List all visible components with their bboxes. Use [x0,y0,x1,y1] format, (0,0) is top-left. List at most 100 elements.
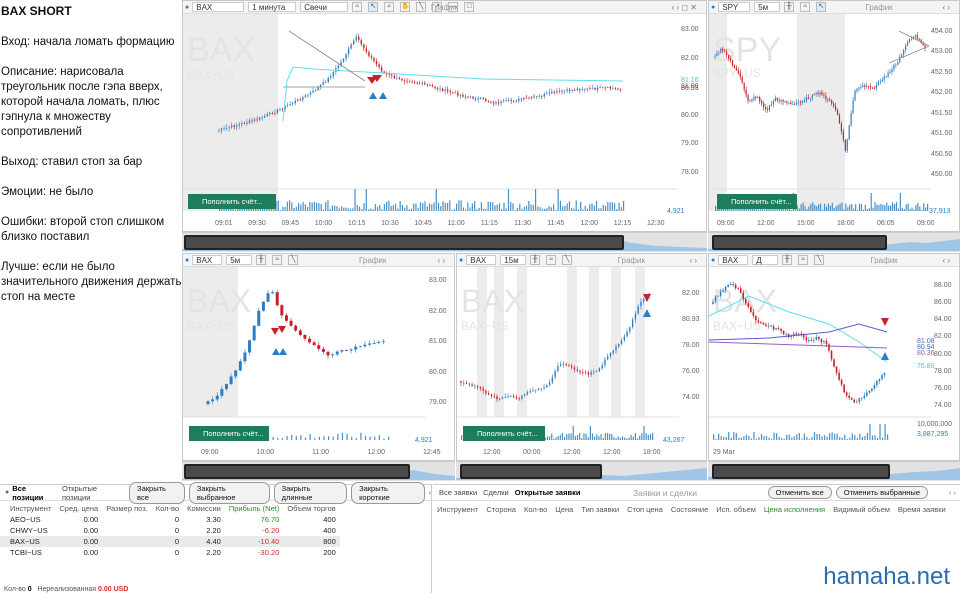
cursor-icon[interactable]: ↖ [368,2,379,12]
table-row[interactable]: TCBI~US 0.00 0 2.20 -30.20 200 [0,547,340,558]
table-row[interactable]: CHWY~US 0.00 0 2.20 -6.20 400 [0,525,340,536]
draw-tools-icon[interactable]: ≈ [272,255,283,265]
main-chart-scrollbar[interactable] [182,232,707,252]
interval-selector[interactable]: 1 минута [248,2,297,12]
col-order-2[interactable]: Кол-во [523,505,548,514]
window-controls-icon[interactable]: ‹ › [437,255,445,265]
link-dot-icon[interactable]: ● [459,256,464,264]
arrow-icon[interactable]: ↗ [432,2,443,12]
draw-tools-icon[interactable]: ≈ [546,255,557,265]
candles-icon[interactable]: ╫ [782,255,793,265]
symbol-selector[interactable]: BAX [466,255,497,265]
tab-trades[interactable]: Сделки [483,488,509,497]
scroll-window[interactable] [460,464,602,479]
cancel-selected-button[interactable]: Отменить выбранные [835,486,928,499]
col-qty[interactable]: Кол-во [155,504,180,513]
interval-selector[interactable]: 5м [226,255,253,265]
hline-icon[interactable]: — [448,2,459,12]
col-order-1[interactable]: Сторона [486,505,516,514]
deposit-button[interactable]: Пополнить счёт... [189,426,269,441]
scroll-window[interactable] [184,464,410,479]
hand-icon[interactable]: ✋ [400,2,411,12]
link-dot-icon[interactable]: ● [711,3,716,11]
close-long-button[interactable]: Закрыть длинные [273,481,348,504]
close-short-button[interactable]: Закрыть короткие [351,481,425,504]
rect-icon[interactable]: □ [464,2,475,12]
link-dot-icon[interactable]: ● [5,489,10,496]
window-controls-icon[interactable]: ‹ › [942,2,950,12]
chevron-right-icon[interactable]: › [428,488,432,497]
link-dot-icon[interactable]: ● [711,256,716,264]
deposit-button[interactable]: Пополнить счёт... [717,194,797,209]
symbol-selector[interactable]: SPY [718,2,751,12]
link-dot-icon[interactable]: ● [185,256,190,264]
deposit-button[interactable]: Пополнить счёт... [463,426,545,441]
link-dot-icon[interactable]: ● [185,3,190,11]
symbol-selector[interactable]: BAX [192,2,245,12]
close-all-button[interactable]: Закрыть все [129,481,185,504]
table-row[interactable]: AEO~US 0.00 0 3.30 76.70 400 [0,514,340,525]
window-controls-icon[interactable]: ‹ › [948,488,956,497]
interval-selector[interactable]: 15м [500,255,527,265]
interval-selector[interactable]: 5м [754,2,781,12]
tab-open-positions[interactable]: Открытые позиции [61,483,98,502]
col-order-4[interactable]: Тип заявки [581,505,620,514]
col-avg-price[interactable]: Сред. цена [59,504,99,513]
col-volume[interactable]: Объем торгов [287,504,336,513]
line-icon[interactable]: ╲ [416,2,427,12]
col-order-10[interactable]: Время заявки [897,505,946,514]
baxD-chart-svg[interactable]: BAX BAX~US [709,254,960,461]
bax5-scrollbar[interactable] [182,461,455,481]
cancel-all-button[interactable]: Отменить все [767,486,832,499]
window-controls-icon[interactable]: ‹ › ◻ ✕ [671,2,697,12]
symbol-selector[interactable]: BAX [718,255,749,265]
main-chart-svg[interactable]: BAX BAX~US [183,1,707,232]
zoom-icon[interactable]: ⌕ [384,2,395,12]
chart-type-selector[interactable]: Свечи [300,2,349,12]
col-pnl[interactable]: Прибыль (Net) [228,504,280,513]
col-order-9[interactable]: Видимый объем [833,505,890,514]
main-chart-panel[interactable]: ● BAX 1 минута Свечи ≈ ↖ ⌕ ✋ ╲ ↗ — □ Гра… [182,0,707,232]
draw-tools-icon[interactable]: ≈ [798,255,809,265]
line-icon[interactable]: ╲ [288,255,299,265]
col-order-0[interactable]: Инструмент [437,505,479,514]
close-selected-button[interactable]: Закрыть выбранное [188,481,270,504]
bax15-chart-svg[interactable]: BAX BAX~US [457,254,707,461]
col-order-7[interactable]: Исп. объем [716,505,756,514]
scroll-window[interactable] [712,464,890,479]
col-instrument[interactable]: Инструмент [10,504,52,513]
col-commission[interactable]: Комиссии [187,504,221,513]
window-controls-icon[interactable]: ‹ › [689,255,697,265]
line-icon[interactable]: ╲ [562,255,573,265]
col-order-8[interactable]: Цена исполнения [763,505,826,514]
table-row[interactable]: BAX~US 0.00 0 4.40 -10.40 800 [0,536,340,547]
symbol-selector[interactable]: BAX [192,255,223,265]
candles-icon[interactable]: ╫ [256,255,267,265]
col-order-6[interactable]: Состояние [670,505,709,514]
bax15-chart-panel[interactable]: ● BAX 15м ╫ ≈ ╲ График ‹ › BAX BAX~US 82… [456,253,707,461]
cursor-icon[interactable]: ↖ [816,2,827,12]
deposit-button[interactable]: Пополнить счёт... [188,194,276,209]
line-icon[interactable]: ╲ [814,255,825,265]
window-controls-icon[interactable]: ‹ › [942,255,950,265]
candles-icon[interactable]: ╫ [530,255,541,265]
tab-open-orders[interactable]: Открытые заявки [514,488,581,497]
spy-scrollbar[interactable] [708,232,960,252]
scroll-window[interactable] [712,235,887,250]
interval-selector[interactable]: Д [752,255,779,265]
col-order-3[interactable]: Цена [555,505,574,514]
candles-icon[interactable]: ╫ [784,2,795,12]
baxD-scrollbar[interactable] [708,461,960,481]
bax15-scrollbar[interactable] [456,461,707,481]
scroll-window[interactable] [184,235,624,250]
bax5-chart-panel[interactable]: ● BAX 5м ╫ ≈ ╲ График ‹ › BAX BAX~US 83.… [182,253,455,461]
spy-chart-panel[interactable]: ● SPY 5м ╫ ≈ ↖ График ‹ › SPY SPY~US 454… [708,0,960,232]
baxD-chart-panel[interactable]: ● BAX Д ╫ ≈ ╲ График ‹ › BAX BAX~US 88.0… [708,253,960,461]
col-order-5[interactable]: Стоп цена [627,505,663,514]
tab-all-positions[interactable]: Все позиции [12,483,44,502]
bax5-chart-svg[interactable]: BAX BAX~US [183,254,455,461]
tab-all-orders[interactable]: Все заявки [439,488,478,497]
draw-tools-icon[interactable]: ≈ [800,2,811,12]
col-position-size[interactable]: Размер поз. [106,504,148,513]
draw-tools-icon[interactable]: ≈ [352,2,363,12]
